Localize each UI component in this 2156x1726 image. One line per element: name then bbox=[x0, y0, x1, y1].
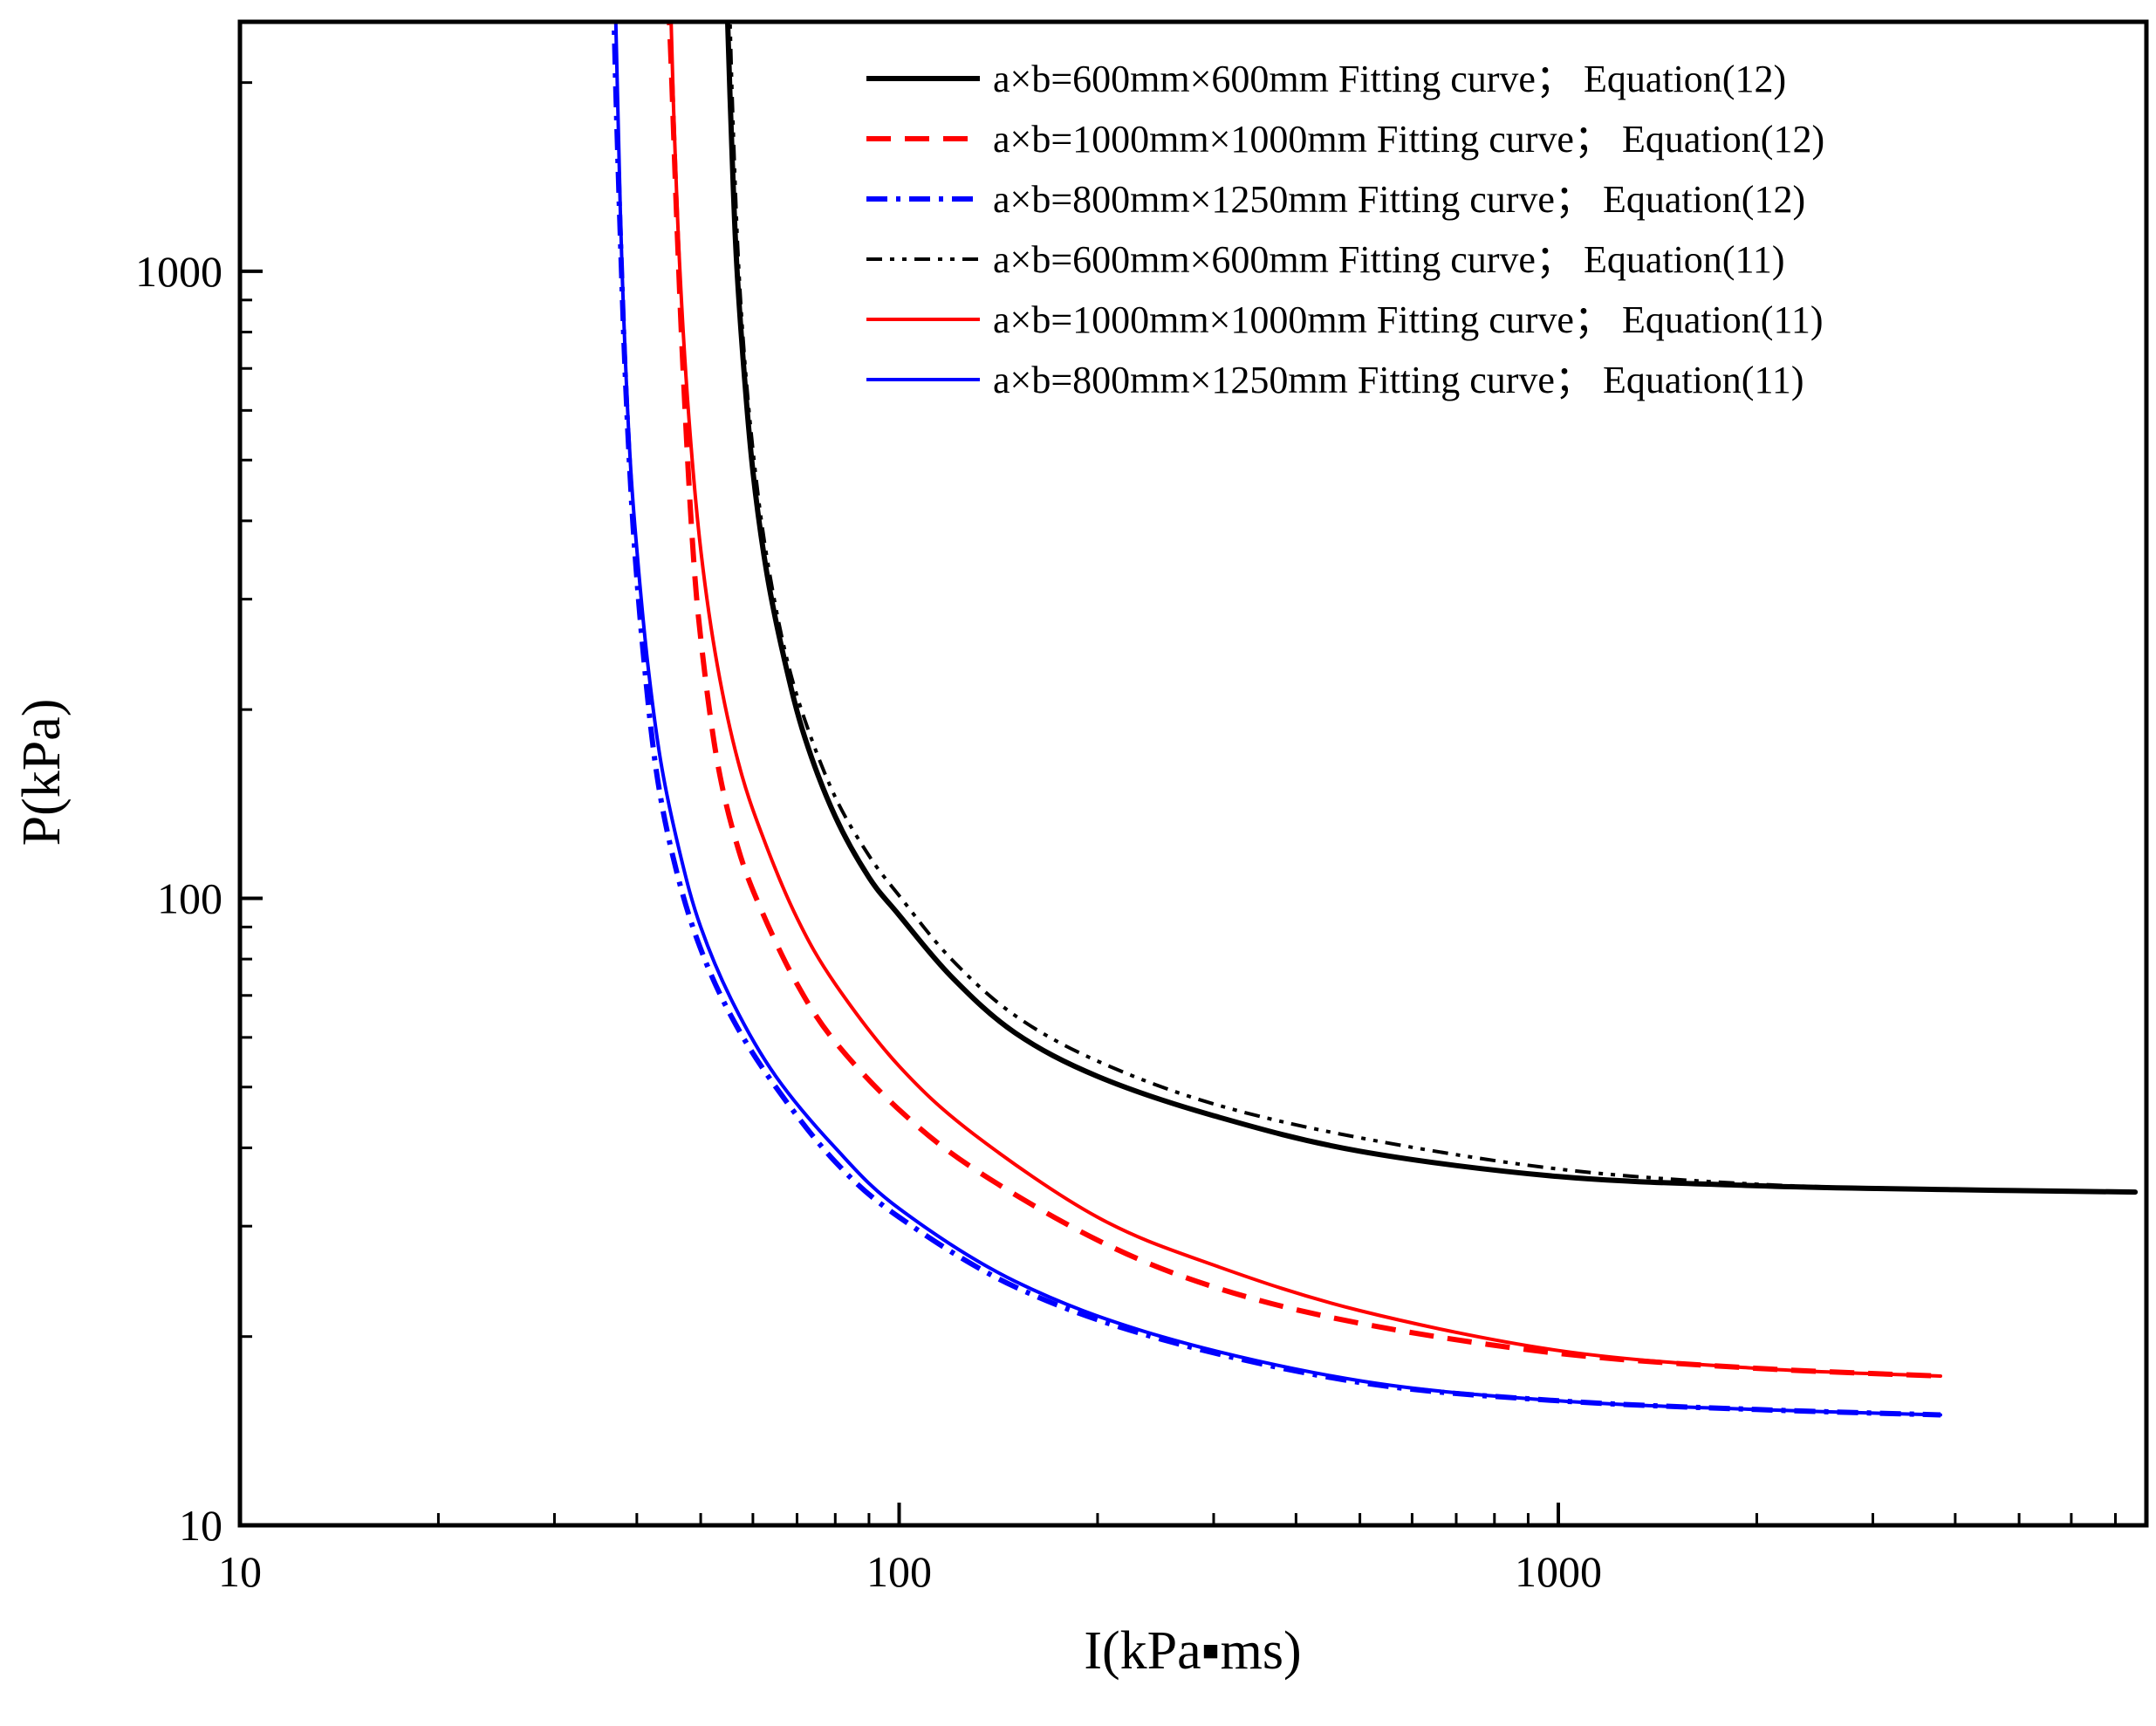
legend-label-1: a×b=600mm×600mm Fitting curve； Equation(… bbox=[993, 58, 1786, 100]
y-axis-title: P(kPa) bbox=[12, 699, 72, 846]
series-layer bbox=[611, 22, 2139, 1418]
series-line-6 bbox=[613, 22, 1942, 1417]
legend-label-2: a×b=1000mm×1000mm Fitting curve； Equatio… bbox=[993, 118, 1824, 161]
legend-label-4: a×b=600mm×600mm Fitting curve； Equation(… bbox=[993, 238, 1784, 281]
series-line-5 bbox=[669, 22, 1942, 1378]
x-axis-title: I(kPa▪ms) bbox=[1084, 1621, 1301, 1681]
plot-frame bbox=[237, 19, 2149, 1528]
legend: a×b=600mm×600mm Fitting curve； Equation(… bbox=[866, 58, 1824, 401]
labels-layer: 10 100 1000 10 100 1000 bbox=[135, 247, 1602, 1596]
x-tick-label: 100 bbox=[866, 1547, 932, 1596]
legend-label-5: a×b=1000mm×1000mm Fitting curve； Equatio… bbox=[993, 298, 1823, 341]
series-line-4 bbox=[728, 22, 2136, 1195]
x-tick-label: 10 bbox=[218, 1547, 262, 1596]
y-tick-label: 100 bbox=[157, 873, 222, 922]
legend-label-6: a×b=800mm×1250mm Fitting curve； Equation… bbox=[993, 359, 1804, 401]
x-tick-label: 1000 bbox=[1515, 1547, 1602, 1596]
y-tick-label: 1000 bbox=[135, 247, 222, 296]
legend-label-3: a×b=800mm×1250mm Fitting curve； Equation… bbox=[993, 178, 1805, 221]
y-tick-label: 10 bbox=[179, 1501, 222, 1550]
series-line-2 bbox=[667, 22, 1941, 1379]
